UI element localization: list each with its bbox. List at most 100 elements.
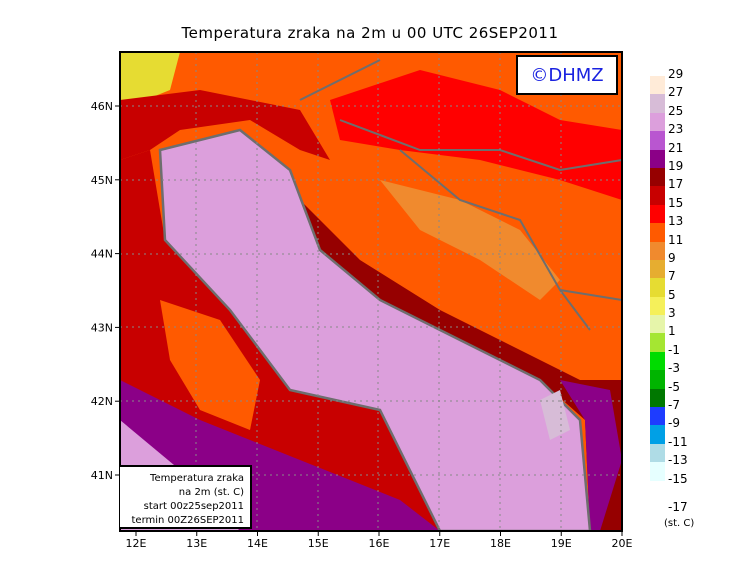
- x-tick-label: 19E: [551, 537, 572, 550]
- colorbar-swatch: [650, 296, 665, 316]
- colorbar-label: 7: [668, 269, 676, 284]
- colorbar-level: 7: [650, 269, 676, 297]
- colorbar-level: 1: [650, 324, 676, 352]
- grid-lines: [120, 52, 622, 531]
- montenegro-coast: [560, 380, 622, 531]
- y-tick-label: 43N: [91, 321, 113, 334]
- colorbar-swatch: [650, 241, 665, 260]
- warm-coast-north: [120, 90, 330, 160]
- colorbar-swatch: [650, 204, 665, 224]
- dhmz-logo: ©DHMZ: [516, 55, 618, 95]
- colorbar-level: -5: [650, 380, 680, 408]
- colorbar-label: -11: [668, 434, 688, 449]
- colorbar-label: 27: [668, 85, 684, 100]
- colorbar-swatch: [650, 131, 665, 150]
- map-frame: [119, 51, 623, 532]
- colorbar-swatch: [650, 407, 665, 426]
- colorbar-swatch: [650, 315, 665, 334]
- colorbar-level: -7: [650, 398, 680, 426]
- colorbar-label: 25: [668, 103, 684, 118]
- info-box: Temperatura zraka na 2m (st. C) start 00…: [120, 465, 252, 529]
- colorbar-level: 23: [650, 122, 683, 150]
- colorbar-label: -5: [668, 379, 680, 394]
- dalmatia-coast: [300, 200, 622, 531]
- colorbar-label: -9: [668, 416, 680, 431]
- colorbar-swatch: [650, 443, 665, 463]
- map-title: Temperatura zraka na 2m u 00 UTC 26SEP20…: [181, 24, 559, 42]
- colorbar-swatch: [650, 333, 665, 352]
- colorbar-level: 29: [650, 67, 683, 95]
- y-tick-label: 45N: [91, 174, 113, 187]
- x-tick-label: 18E: [490, 537, 511, 550]
- colorbar-level: 25: [650, 104, 683, 132]
- info-line: termin 00Z26SEP2011: [131, 515, 245, 526]
- colorbar-label: 19: [668, 158, 684, 173]
- colorbar-level: 27: [650, 85, 683, 113]
- x-tick-label: 14E: [247, 537, 268, 550]
- colorbar-level: -13: [650, 453, 688, 481]
- colorbar-level: 19: [650, 159, 683, 187]
- x-tick-label: 13E: [186, 537, 207, 550]
- colorbar-label: -15: [668, 471, 688, 486]
- colorbar-swatch: [650, 167, 665, 187]
- y-tick-label: 46N: [91, 100, 113, 113]
- colorbar-swatch: [650, 370, 665, 389]
- cool-interior: [380, 180, 560, 300]
- colorbar-swatch: [650, 223, 665, 242]
- colorbar-label: 23: [668, 122, 684, 137]
- cold-alps-area: [120, 52, 180, 110]
- adriatic-sea: [158, 128, 592, 531]
- warm-sea-patch: [540, 390, 570, 440]
- colorbar-swatch: [650, 186, 665, 205]
- info-line: Temperatura zraka: [150, 473, 244, 484]
- colorbar-swatch: [650, 351, 665, 371]
- colorbar-label: 9: [668, 250, 676, 265]
- colorbar-level: -3: [650, 361, 680, 389]
- colorbar-level: 5: [650, 288, 676, 316]
- colorbar-swatch: [650, 94, 665, 113]
- x-tick-label: 20E: [612, 537, 633, 550]
- y-tick-label: 41N: [91, 469, 113, 482]
- colorbar-level: 11: [650, 233, 683, 260]
- colorbar-label: -3: [668, 361, 680, 376]
- colorbar-label: 5: [668, 287, 676, 302]
- colorbar-label: -13: [668, 453, 688, 468]
- colorbar-label: 21: [668, 140, 684, 155]
- colorbar-label: 11: [668, 232, 684, 247]
- colorbar-label: 13: [668, 214, 684, 229]
- colorbar-swatch: [650, 112, 665, 132]
- x-tick-label: 17E: [429, 537, 450, 550]
- colorbar-unit: (st. C): [664, 518, 695, 529]
- colorbar-swatch: [650, 480, 665, 499]
- x-tick-label: 15E: [308, 537, 329, 550]
- colorbar-label: 3: [668, 306, 676, 321]
- colorbar-level: -11: [650, 435, 688, 463]
- y-tick-label: 44N: [91, 248, 113, 261]
- colorbar-level: -1: [650, 343, 680, 371]
- y-tick-label: 42N: [91, 395, 113, 408]
- colorbar-label: 1: [668, 324, 676, 339]
- colorbar-label: -1: [668, 342, 680, 357]
- colorbar-level: 15: [650, 196, 683, 224]
- colorbar-swatch: [650, 278, 665, 297]
- colorbar-level: 9: [650, 251, 676, 279]
- colorbar-level: 3: [650, 306, 676, 334]
- colorbar-label: 15: [668, 195, 684, 210]
- colorbar-swatch: [650, 462, 665, 481]
- colorbar-level: 13: [650, 214, 683, 242]
- warm-interior: [330, 70, 622, 200]
- colorbar-level: -15: [650, 472, 688, 499]
- info-line: start 00z25sep2011: [143, 501, 244, 512]
- info-line: na 2m (st. C): [178, 487, 244, 498]
- colorbar-level: 21: [650, 141, 683, 168]
- colorbar-level: 17: [650, 177, 683, 205]
- colorbar-label: 29: [668, 67, 684, 81]
- colorbar-bottom-label: -17: [668, 500, 688, 514]
- italy-inland: [160, 300, 260, 430]
- colorbar-label: 17: [668, 177, 684, 192]
- colorbar-label: -7: [668, 398, 680, 413]
- x-tick-label: 16E: [369, 537, 390, 550]
- colorbar-swatch: [650, 149, 665, 168]
- colorbar-level: -9: [650, 416, 680, 444]
